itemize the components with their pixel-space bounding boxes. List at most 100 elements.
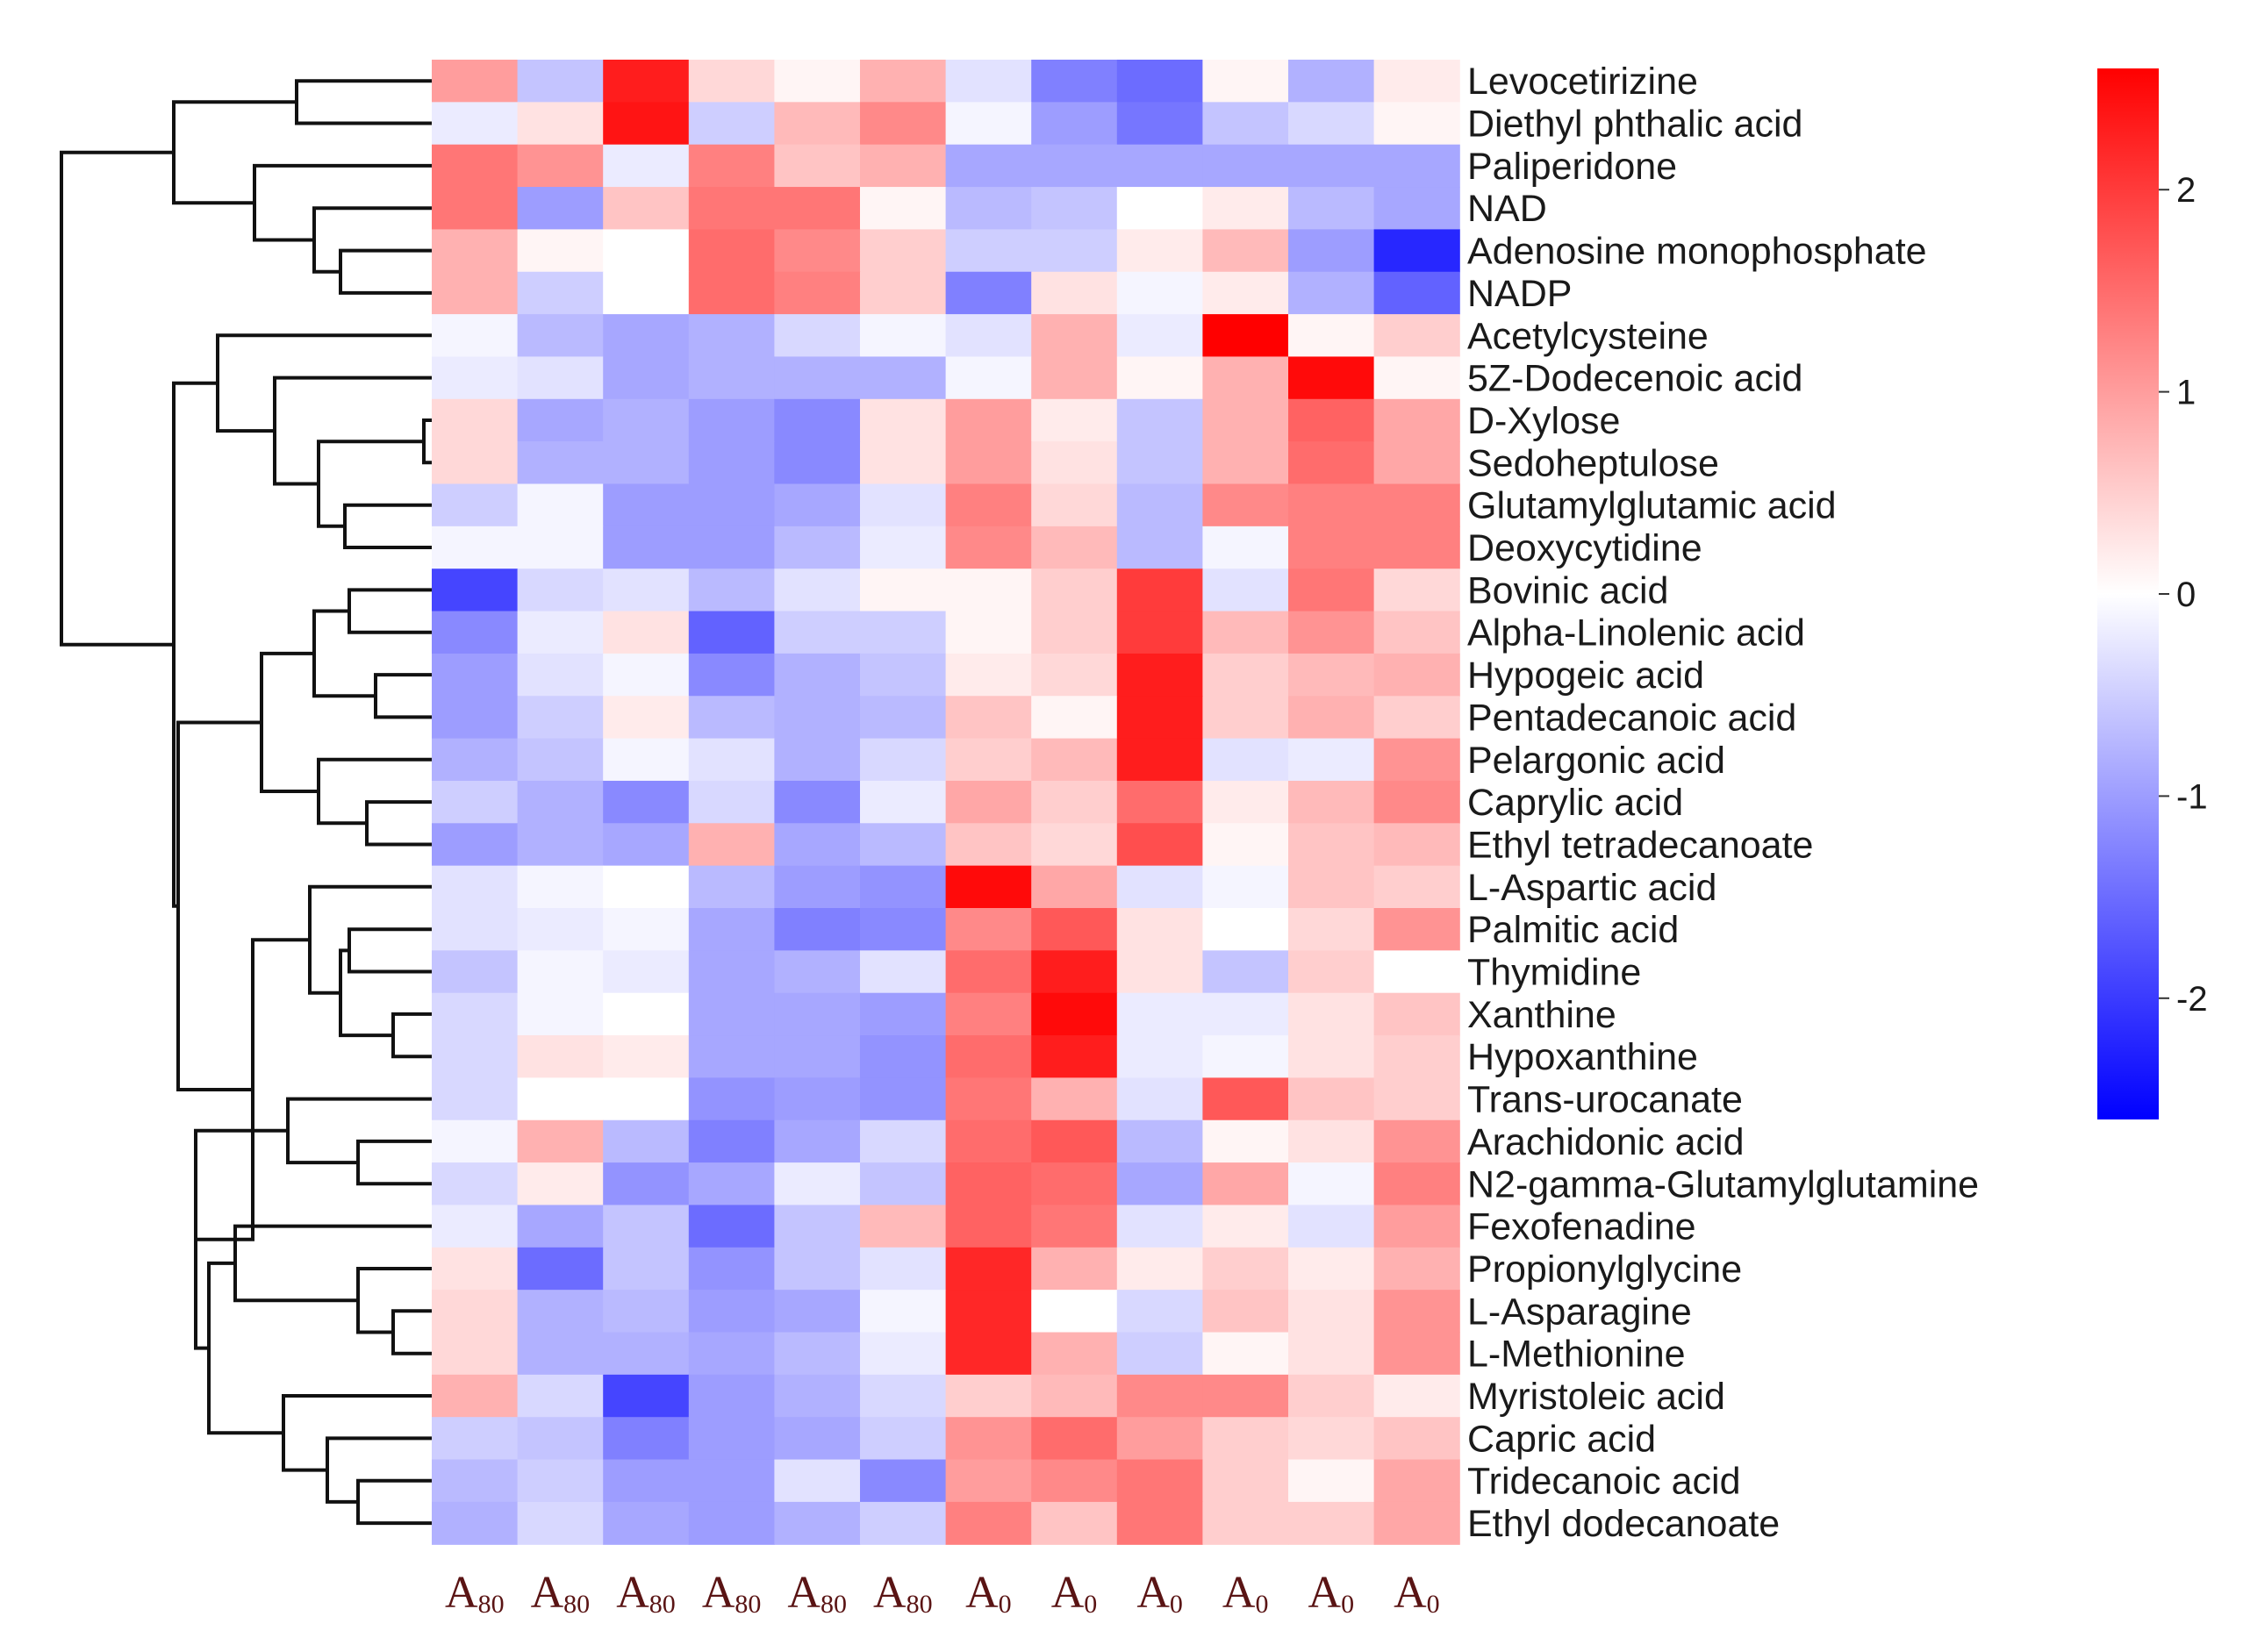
heatmap-cell-capric-acid-col-4 — [688, 1417, 775, 1461]
row-label-acetylcysteine: Acetylcysteine — [1467, 315, 1709, 357]
heatmap-cell-l-methionine-col-12 — [1373, 1332, 1460, 1376]
heatmap-cell-trans-urocanate-col-6 — [860, 1077, 947, 1121]
heatmap-cell-tridecanoic-acid-col-11 — [1288, 1459, 1375, 1503]
heatmap-cell-pentadecanoic-acid-col-5 — [774, 696, 861, 740]
heatmap-cell-hypoxanthine-col-7 — [945, 1035, 1032, 1078]
dendrogram-branch — [348, 927, 432, 974]
heatmap-cell-l-asparagine-col-8 — [1031, 1290, 1118, 1334]
heatmap-cell-l-methionine-col-6 — [860, 1332, 947, 1376]
heatmap-cell-xanthine-col-3 — [603, 992, 690, 1036]
heatmap-cell-n2-gamma-glutamylglutamine-col-11 — [1288, 1162, 1375, 1206]
heatmap-cell-d-xylose-col-7 — [945, 398, 1032, 442]
heatmap-cell-paliperidone-col-9 — [1116, 144, 1203, 188]
heatmap-cell-hypoxanthine-col-12 — [1373, 1035, 1460, 1078]
heatmap-cell-hypogeic-acid-col-11 — [1288, 653, 1375, 697]
column-label-5: A80 — [787, 1568, 847, 1619]
heatmap-cell-paliperidone-col-8 — [1031, 144, 1118, 188]
heatmap-cell-capric-acid-col-10 — [1202, 1417, 1289, 1461]
heatmap-cell-ethyl-dodecanoate-col-2 — [517, 1501, 604, 1545]
heatmap-cell-palmitic-acid-col-10 — [1202, 908, 1289, 951]
heatmap-cell-ethyl-tetradecanoate-col-8 — [1031, 823, 1118, 867]
heatmap-cell-ethyl-dodecanoate-col-12 — [1373, 1501, 1460, 1545]
heatmap-cell-trans-urocanate-col-5 — [774, 1077, 861, 1121]
heatmap-cell-deoxycytidine-col-7 — [945, 526, 1032, 569]
heatmap-cell-diethyl-phthalic-acid-col-6 — [860, 102, 947, 146]
heatmap-cell-pentadecanoic-acid-col-1 — [432, 696, 519, 740]
heatmap-cell-myristoleic-acid-col-6 — [860, 1374, 947, 1418]
dendrogram-branch — [391, 1012, 432, 1059]
heatmap-cell-tridecanoic-acid-col-10 — [1202, 1459, 1289, 1503]
row-label-ethyl-tetradecanoate: Ethyl tetradecanoate — [1467, 825, 1813, 867]
dendrogram-branch — [308, 884, 432, 995]
heatmap-cell-hypoxanthine-col-8 — [1031, 1035, 1118, 1078]
heatmap-cell-sedoheptulose-col-4 — [688, 441, 775, 485]
heatmap-cell-diethyl-phthalic-acid-col-4 — [688, 102, 775, 146]
heatmap-cell-deoxycytidine-col-6 — [860, 526, 947, 569]
heatmap-cell-d-xylose-col-2 — [517, 398, 604, 442]
heatmap-cell-l-methionine-col-3 — [603, 1332, 690, 1376]
heatmap-cell-xanthine-col-2 — [517, 992, 604, 1036]
heatmap-cell-xanthine-col-5 — [774, 992, 861, 1036]
heatmap-cell-levocetirizine-col-2 — [517, 60, 604, 103]
heatmap-cell-nad-col-9 — [1116, 187, 1203, 230]
heatmap-cell-levocetirizine-col-10 — [1202, 60, 1289, 103]
heatmap-cell-nad-col-6 — [860, 187, 947, 230]
heatmap-cell-paliperidone-col-3 — [603, 144, 690, 188]
dendrogram-branch — [172, 381, 218, 908]
column-label-2: A80 — [531, 1568, 591, 1619]
heatmap-cell-alpha-linolenic-acid-col-11 — [1288, 611, 1375, 654]
heatmap-cell-trans-urocanate-col-1 — [432, 1077, 519, 1121]
heatmap-cell-acetylcysteine-col-2 — [517, 314, 604, 358]
heatmap-cell-hypogeic-acid-col-9 — [1116, 653, 1203, 697]
heatmap-cell-adenosine-monophosphate-col-3 — [603, 229, 690, 273]
heatmap-cell-acetylcysteine-col-9 — [1116, 314, 1203, 358]
heatmap-cell-sedoheptulose-col-6 — [860, 441, 947, 485]
heatmap-cell-bovinic-acid-col-11 — [1288, 569, 1375, 612]
heatmap-cell-diethyl-phthalic-acid-col-11 — [1288, 102, 1375, 146]
heatmap-cell-arachidonic-acid-col-6 — [860, 1119, 947, 1163]
heatmap-cell-ethyl-dodecanoate-col-9 — [1116, 1501, 1203, 1545]
heatmap-cell-nad-col-7 — [945, 187, 1032, 230]
heatmap-cell-alpha-linolenic-acid-col-10 — [1202, 611, 1289, 654]
heatmap-cell-5z-dodecenoic-acid-col-7 — [945, 356, 1032, 400]
heatmap-cell-paliperidone-col-6 — [860, 144, 947, 188]
heatmap-cell-propionylglycine-col-1 — [432, 1247, 519, 1291]
heatmap-cell-pentadecanoic-acid-col-4 — [688, 696, 775, 740]
heatmap-cell-propionylglycine-col-10 — [1202, 1247, 1289, 1291]
heatmap-cell-adenosine-monophosphate-col-1 — [432, 229, 519, 273]
heatmap-cell-ethyl-tetradecanoate-col-5 — [774, 823, 861, 867]
heatmap-cell-pelargonic-acid-col-3 — [603, 738, 690, 782]
heatmap-cell-myristoleic-acid-col-1 — [432, 1374, 519, 1418]
heatmap-cell-l-methionine-col-5 — [774, 1332, 861, 1376]
column-label-3: A80 — [616, 1568, 676, 1619]
heatmap-cell-ethyl-tetradecanoate-col-7 — [945, 823, 1032, 867]
heatmap-cell-pentadecanoic-acid-col-3 — [603, 696, 690, 740]
heatmap-cell-fexofenadine-col-11 — [1288, 1205, 1375, 1248]
colorbar-tick-label: 2 — [2176, 171, 2196, 210]
heatmap-cell-thymidine-col-8 — [1031, 950, 1118, 994]
heatmap-cell-5z-dodecenoic-acid-col-4 — [688, 356, 775, 400]
heatmap-cell-trans-urocanate-col-8 — [1031, 1077, 1118, 1121]
heatmap-cell-fexofenadine-col-9 — [1116, 1205, 1203, 1248]
heatmap-cell-5z-dodecenoic-acid-col-6 — [860, 356, 947, 400]
heatmap-cell-fexofenadine-col-7 — [945, 1205, 1032, 1248]
heatmap-cell-ethyl-dodecanoate-col-3 — [603, 1501, 690, 1545]
colorbar-tick-label: -2 — [2176, 980, 2208, 1019]
heatmap-cell-arachidonic-acid-col-10 — [1202, 1119, 1289, 1163]
heatmap-cell-sedoheptulose-col-12 — [1373, 441, 1460, 485]
heatmap-cell-5z-dodecenoic-acid-col-3 — [603, 356, 690, 400]
heatmap-cell-bovinic-acid-col-10 — [1202, 569, 1289, 612]
heatmap-cell-capric-acid-col-8 — [1031, 1417, 1118, 1461]
row-label-nad: NAD — [1467, 188, 1547, 230]
row-label-paliperidone: Paliperidone — [1467, 146, 1677, 188]
dendrogram-branch — [282, 1394, 432, 1472]
heatmap-cell-ethyl-dodecanoate-col-7 — [945, 1501, 1032, 1545]
dendrogram-branch — [207, 1261, 283, 1435]
heatmap-cell-ethyl-tetradecanoate-col-1 — [432, 823, 519, 867]
heatmap-cell-pentadecanoic-acid-col-2 — [517, 696, 604, 740]
dendrogram-branch — [326, 1436, 432, 1504]
heatmap-cell-l-aspartic-acid-col-1 — [432, 865, 519, 909]
heatmap-cell-bovinic-acid-col-12 — [1373, 569, 1460, 612]
column-label-11: A0 — [1308, 1568, 1355, 1619]
heatmap-cell-bovinic-acid-col-5 — [774, 569, 861, 612]
